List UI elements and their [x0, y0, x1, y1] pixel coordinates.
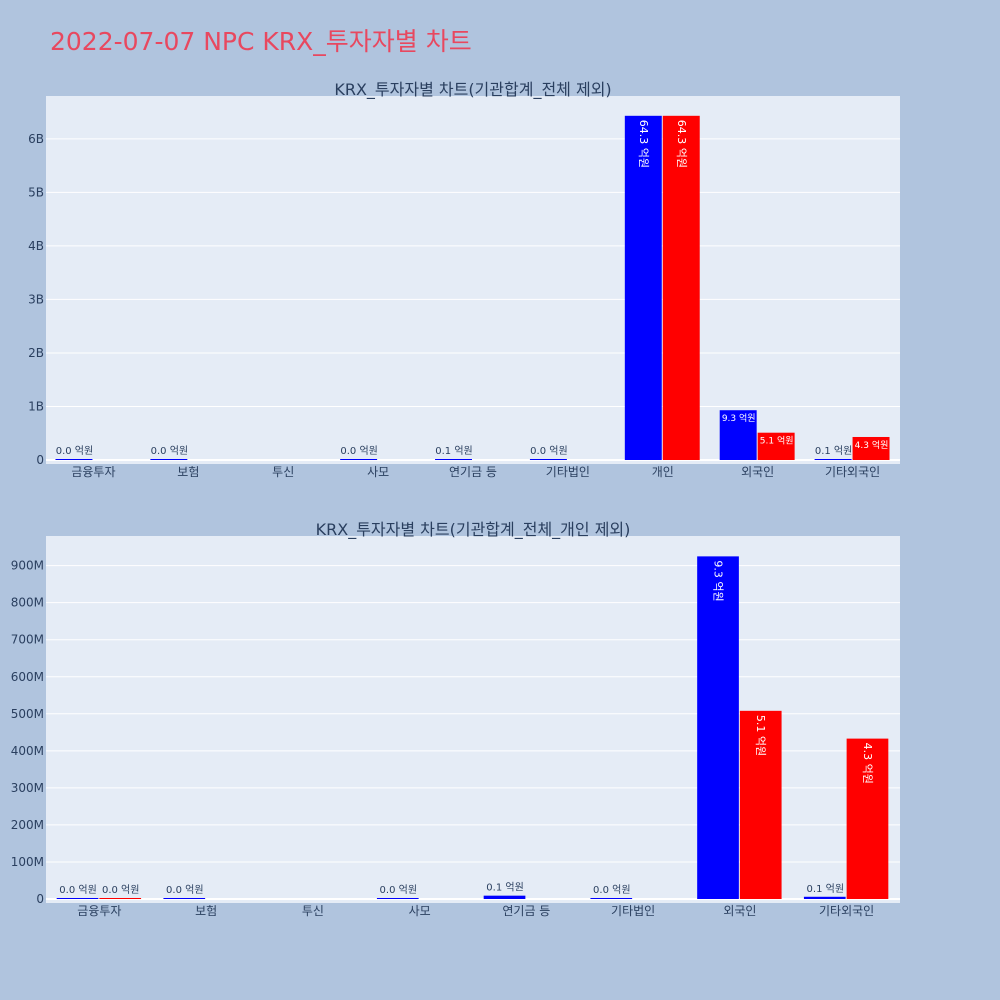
bar-label: 64.3 억원 — [637, 120, 650, 168]
chart-investor-excl-institutions-individuals: KRX_투자자별 차트(기관합계_전체_개인 제외) 0 100M 200M 300M 4… — [11, 520, 900, 918]
y-tick-label: 5B — [28, 185, 44, 199]
x-tick-label: 연기금 등 — [449, 465, 497, 479]
bar — [739, 710, 782, 899]
plot-area — [46, 96, 900, 464]
bar-label: 0.1 억원 — [486, 882, 523, 894]
chart-title: KRX_투자자별 차트(기관합계_전체 제외) — [334, 80, 611, 100]
bar-label: 0.0 억원 — [380, 884, 417, 896]
bar — [719, 410, 757, 460]
x-tick-label: 투신 — [272, 465, 294, 479]
x-tick-label: 금융투자 — [77, 904, 121, 918]
bar-label: 5.1 억원 — [760, 435, 794, 447]
x-tick-label: 사모 — [409, 904, 431, 918]
x-tick-label: 금융투자 — [71, 465, 115, 479]
bar-label: 0.1 억원 — [435, 445, 472, 457]
y-tick-label: 1B — [28, 399, 44, 413]
y-tick-label: 100M — [11, 855, 44, 869]
y-tick-label: 300M — [11, 781, 44, 795]
bar-label: 0.1 억원 — [807, 883, 844, 895]
x-tick-label: 기타법인 — [611, 904, 655, 918]
x-tick-label: 개인 — [652, 465, 674, 479]
bar — [852, 436, 890, 460]
x-tick-label: 연기금 등 — [502, 904, 550, 918]
x-tick-label: 기타외국인 — [819, 904, 874, 918]
bar-label: 0.0 억원 — [593, 884, 630, 896]
y-tick-label: 4B — [28, 239, 44, 253]
bar-label: 5.1 억원 — [754, 715, 767, 756]
bar-label: 9.3 억원 — [712, 560, 725, 601]
bar-label: 0.1 억원 — [815, 445, 852, 457]
x-tick-label: 보험 — [195, 904, 217, 918]
bar-label: 4.3 억원 — [861, 743, 874, 784]
bar — [56, 898, 99, 899]
bar — [624, 115, 662, 461]
bar — [163, 898, 206, 899]
bar-label: 0.0 억원 — [56, 445, 93, 457]
x-tick-label: 기타법인 — [546, 465, 590, 479]
bar — [340, 459, 378, 460]
bar-label: 0.0 억원 — [166, 884, 203, 896]
x-tick-label: 보험 — [177, 465, 199, 479]
y-tick-label: 0 — [36, 892, 44, 906]
bar — [697, 556, 739, 899]
x-tick-label: 기타외국인 — [825, 465, 880, 479]
x-tick-label: 외국인 — [723, 904, 756, 918]
bar — [435, 459, 472, 460]
bar-label: 0.0 억원 — [530, 445, 567, 457]
bar — [55, 459, 93, 460]
y-tick-label: 500M — [11, 707, 44, 721]
bar-label: 0.0 억원 — [59, 884, 96, 896]
y-tick-label: 3B — [28, 292, 44, 306]
x-tick-label: 외국인 — [741, 465, 774, 479]
chart-investor-excl-institutions: KRX_투자자별 차트(기관합계_전체 제외) 0 1B 2B 3B 4B 5B 6B 금융투자… — [28, 80, 900, 479]
bar — [150, 459, 188, 460]
bar-label: 4.3 억원 — [855, 439, 889, 451]
bar-label: 0.0 억원 — [102, 884, 139, 896]
bar — [662, 115, 700, 461]
page-title: 2022-07-07 NPC KRX_투자자별 차트 — [50, 27, 472, 56]
bar — [99, 898, 142, 899]
y-tick-label: 200M — [11, 818, 44, 832]
bar — [590, 898, 633, 899]
y-tick-label: 400M — [11, 744, 44, 758]
x-tick-label: 투신 — [302, 904, 324, 918]
y-tick-label: 0 — [36, 453, 44, 467]
bar — [376, 898, 419, 899]
bar-label: 9.3 억원 — [722, 412, 756, 424]
y-tick-label: 800M — [11, 596, 44, 610]
bar-label: 64.3 억원 — [675, 120, 688, 168]
bar — [483, 895, 526, 899]
bar — [529, 459, 567, 460]
x-tick-label: 사모 — [367, 465, 389, 479]
y-tick-label: 6B — [28, 132, 44, 146]
bar — [814, 459, 852, 460]
bar — [757, 432, 795, 460]
bar — [803, 896, 846, 899]
bar-label: 0.0 억원 — [151, 445, 188, 457]
bar — [846, 738, 889, 899]
chart-title: KRX_투자자별 차트(기관합계_전체_개인 제외) — [316, 520, 631, 540]
y-tick-label: 600M — [11, 670, 44, 684]
y-tick-label: 2B — [28, 346, 44, 360]
y-tick-label: 700M — [11, 633, 44, 647]
bar-label: 0.0 억원 — [340, 445, 377, 457]
y-tick-label: 900M — [11, 559, 44, 573]
